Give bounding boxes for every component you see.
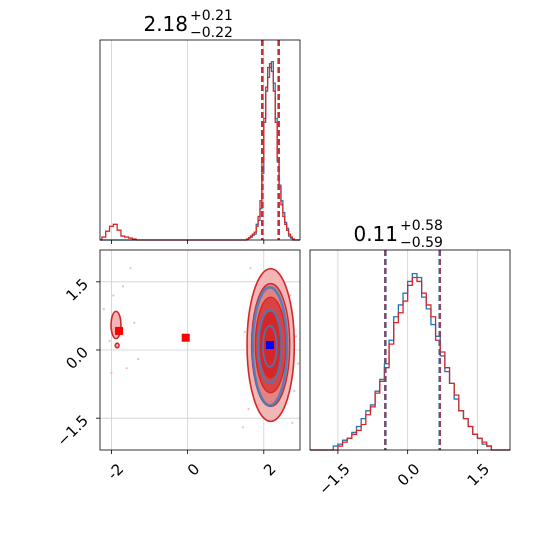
sample-point [247, 407, 250, 411]
histogram-series-red [100, 62, 300, 241]
sample-point [108, 339, 111, 343]
marker-red-square [115, 326, 124, 335]
corner-panel-1d-top-left: 2.18 +0.21−0.22 [99, 8, 301, 244]
x-tick-label: −1.5 [315, 460, 353, 498]
title-upper-error: +0.21 [190, 8, 233, 24]
sample-point [296, 362, 300, 365]
sample-point [289, 294, 292, 297]
histogram-series-blue [310, 272, 510, 451]
sample-point [125, 367, 128, 370]
contour-blue-level-3 [262, 325, 278, 368]
marker-red-square [181, 333, 190, 342]
title-lower-error: −0.22 [190, 25, 233, 41]
x-tick-label: -2 [104, 460, 127, 483]
sample-point [241, 426, 244, 429]
sample-point [121, 285, 124, 288]
y-tick-label: 1.5 [62, 275, 92, 305]
histogram-series-red [310, 276, 510, 451]
sample-point [291, 421, 294, 424]
histogram-series-blue [100, 60, 300, 241]
sample-point [112, 294, 115, 297]
x-tick-label: 2 [260, 460, 279, 479]
y-tick-label: 0.0 [62, 343, 92, 373]
x-tick-label: 0 [184, 460, 203, 479]
contour-blue-level-2 [257, 308, 283, 384]
sample-point [243, 330, 246, 333]
panel-title: 2.18 +0.21−0.22 [143, 8, 232, 41]
title-lower-error: −0.59 [400, 235, 443, 251]
corner-panel-1d-bottom-right: −1.5 0.0 1.5 0.11 +0.58−0.59 [309, 218, 511, 499]
title-value: 2.18 [143, 12, 188, 36]
panel-frame [309, 249, 511, 451]
sample-point [293, 389, 296, 393]
sample-point [110, 371, 113, 374]
panel-frame [99, 39, 301, 241]
x-tick-label: 0.0 [394, 460, 424, 490]
sample-point [129, 267, 132, 270]
sample-point [136, 357, 140, 361]
contour-outlier [114, 342, 120, 349]
sample-point [133, 321, 136, 324]
sample-point [295, 335, 298, 338]
marker-blue-square [265, 341, 274, 349]
panel-title: 0.11 +0.58−0.59 [353, 218, 442, 251]
x-tick-label: 1.5 [464, 460, 494, 490]
corner-panel-2d-bottom-left: -2 0 2 −1.5 0.0 1.5 [54, 249, 301, 483]
title-upper-error: +0.58 [400, 218, 443, 234]
y-tick-label: −1.5 [54, 411, 92, 449]
sample-point [249, 267, 252, 270]
title-value: 0.11 [353, 222, 398, 246]
contour-blue-level-1 [251, 285, 289, 407]
sample-point [102, 307, 105, 311]
